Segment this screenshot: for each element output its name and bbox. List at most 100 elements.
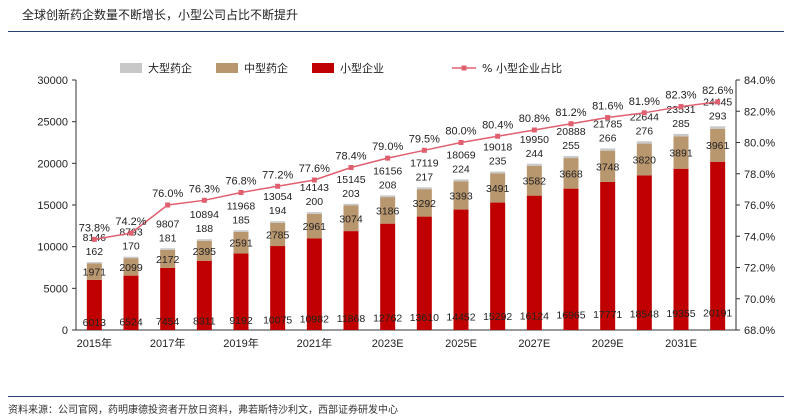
label-small: 17771 xyxy=(593,309,622,321)
label-mid: 3186 xyxy=(376,205,400,217)
source-note: 资料来源：公司官网，药明康德投资者开放日资料，弗若斯特沙利文，西部证券研发中心 xyxy=(8,405,398,416)
y-right-tick-label: 84.0% xyxy=(744,75,775,87)
label-large: 224 xyxy=(452,163,470,175)
share-label: 81.6% xyxy=(592,101,623,113)
x-tick-label: 2031E xyxy=(665,338,697,350)
bar-mid xyxy=(710,128,726,162)
bar-large xyxy=(490,171,506,174)
label-total: 20888 xyxy=(556,126,585,138)
x-tick-label: 2029E xyxy=(592,338,624,350)
share-label: 79.5% xyxy=(409,133,440,145)
label-large: 244 xyxy=(526,148,544,160)
bar-large xyxy=(710,126,726,129)
y-right-tick-label: 74.0% xyxy=(744,231,775,243)
label-large: 162 xyxy=(86,246,104,258)
label-large: 255 xyxy=(562,140,580,152)
label-small: 10075 xyxy=(263,314,292,326)
share-label: 82.3% xyxy=(665,90,696,102)
bar-small xyxy=(306,238,322,330)
y-left-tick-label: 30000 xyxy=(37,75,68,87)
bar-large xyxy=(123,256,139,259)
share-label: 73.8% xyxy=(79,222,110,234)
label-mid: 1971 xyxy=(83,267,107,279)
x-tick-label: 2019年 xyxy=(223,336,258,350)
y-right-tick-label: 70.0% xyxy=(744,294,775,306)
page-title: 全球创新药企数量不断增长，小型公司占比不断提升 xyxy=(22,8,299,22)
label-large: 217 xyxy=(416,171,434,183)
label-total: 19018 xyxy=(483,142,512,154)
share-marker xyxy=(201,197,207,203)
share-marker xyxy=(678,104,684,110)
label-small: 8311 xyxy=(193,315,216,327)
share-label: 81.9% xyxy=(629,96,660,108)
bar-large xyxy=(380,195,396,198)
bar-mid xyxy=(636,143,652,176)
label-large: 181 xyxy=(159,232,177,244)
y-left-tick-label: 10000 xyxy=(37,242,68,254)
bar-small xyxy=(490,202,506,330)
y-right-tick-label: 76.0% xyxy=(744,200,775,212)
share-marker xyxy=(568,121,574,127)
bar-large xyxy=(343,203,359,206)
bar-mid xyxy=(86,263,102,280)
x-tick-label: 2015年 xyxy=(77,336,112,350)
label-large: 235 xyxy=(489,156,507,168)
source-divider xyxy=(8,396,784,397)
label-small: 14452 xyxy=(446,311,475,323)
bar-large xyxy=(233,230,249,232)
label-small: 13610 xyxy=(410,312,439,324)
bar-large xyxy=(86,262,102,264)
share-marker xyxy=(495,133,501,139)
legend-label-large: 大型药企 xyxy=(148,61,192,75)
bar-small xyxy=(160,267,176,330)
bar-mid xyxy=(233,231,249,254)
label-mid: 3491 xyxy=(486,183,510,195)
y-left-tick-label: 20000 xyxy=(37,158,68,170)
label-large: 276 xyxy=(636,125,654,137)
label-total: 16156 xyxy=(373,165,402,177)
share-label: 80.4% xyxy=(482,119,513,131)
label-mid: 2591 xyxy=(229,238,253,250)
label-total: 14143 xyxy=(300,182,329,194)
chart: 0 5000 10000 15000 20000 25000 30000 68.0% 70.0%… xyxy=(37,61,775,350)
share-marker xyxy=(275,183,281,189)
bar-small xyxy=(233,253,249,330)
y-left-tick-label: 25000 xyxy=(37,117,68,129)
bar-mid xyxy=(673,136,689,169)
bar-small xyxy=(343,231,359,330)
bar-mid xyxy=(306,213,322,239)
label-mid: 3074 xyxy=(339,213,363,225)
share-label: 79.0% xyxy=(372,141,403,153)
share-label: 74.2% xyxy=(115,216,146,228)
x-tick-label: 2025E xyxy=(445,338,477,350)
label-total: 21785 xyxy=(593,118,622,130)
label-total: 11968 xyxy=(227,200,256,212)
share-marker xyxy=(91,236,97,242)
label-mid: 3961 xyxy=(706,140,730,152)
bar-small xyxy=(380,223,396,330)
bar-small xyxy=(563,188,579,330)
bar-large xyxy=(636,141,652,144)
share-marker xyxy=(348,165,354,170)
label-mid: 3393 xyxy=(449,190,473,202)
bar-mid xyxy=(380,197,396,224)
label-total: 13054 xyxy=(263,191,292,203)
label-mid: 2099 xyxy=(119,262,143,274)
bar-small xyxy=(453,209,469,330)
bar-large xyxy=(306,212,322,214)
share-marker xyxy=(531,127,537,133)
bar-mid xyxy=(270,222,286,247)
x-tick-label: 2017年 xyxy=(150,336,185,350)
label-large: 203 xyxy=(342,188,360,200)
label-small: 18548 xyxy=(630,309,659,321)
label-large: 194 xyxy=(269,205,287,217)
label-mid: 2961 xyxy=(303,221,327,233)
legend-label-small: 小型企业 xyxy=(340,61,384,75)
share-marker xyxy=(641,110,647,116)
y-left-tick-label: 5000 xyxy=(44,283,68,295)
label-large: 185 xyxy=(232,214,250,226)
legend-swatch-small xyxy=(312,63,334,73)
share-marker xyxy=(165,202,171,208)
label-small: 7454 xyxy=(156,316,180,328)
share-label: 80.0% xyxy=(445,126,476,138)
